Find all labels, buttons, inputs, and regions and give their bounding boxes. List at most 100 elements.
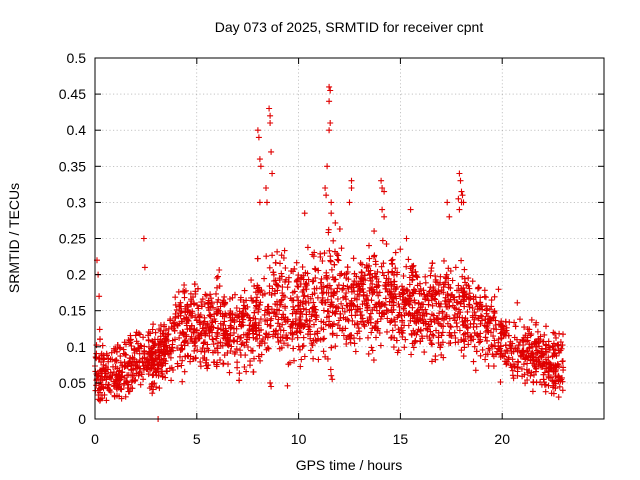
data-point — [206, 312, 213, 319]
data-point — [167, 317, 174, 324]
data-point — [415, 306, 422, 313]
data-point — [412, 338, 419, 345]
data-point — [320, 336, 327, 343]
data-point — [550, 368, 557, 375]
data-point — [461, 338, 468, 345]
data-point — [423, 325, 430, 332]
data-point — [555, 377, 562, 384]
data-point — [150, 344, 157, 351]
data-point — [556, 383, 563, 390]
data-point — [200, 320, 207, 327]
data-point — [272, 330, 279, 337]
data-point — [456, 327, 463, 334]
data-point — [450, 294, 457, 301]
data-point — [307, 335, 314, 342]
data-point — [245, 330, 252, 337]
data-point — [406, 292, 413, 299]
data-point — [333, 303, 340, 310]
data-point — [550, 350, 557, 356]
data-point — [307, 347, 314, 354]
data-point — [155, 354, 162, 360]
data-point — [256, 342, 263, 349]
data-point — [188, 322, 195, 329]
data-point — [539, 338, 546, 345]
data-point — [359, 301, 366, 308]
data-point — [552, 378, 558, 385]
data-point — [547, 344, 553, 351]
data-point — [117, 345, 124, 352]
data-point — [187, 358, 194, 365]
data-point — [509, 367, 516, 374]
data-point — [279, 284, 286, 290]
data-point — [214, 340, 221, 347]
data-point — [291, 265, 298, 272]
data-point — [373, 320, 379, 326]
data-point — [178, 318, 185, 325]
data-point — [326, 83, 333, 90]
x-axis-label: GPS time / hours — [296, 457, 403, 473]
data-point — [161, 351, 168, 358]
data-point — [289, 289, 296, 296]
data-point — [263, 331, 270, 338]
data-point — [379, 185, 386, 191]
data-point — [274, 282, 280, 289]
data-point — [177, 353, 183, 360]
data-point — [297, 346, 303, 353]
data-point — [559, 342, 566, 349]
data-point — [524, 377, 531, 383]
data-point — [334, 322, 341, 329]
data-point — [135, 344, 142, 351]
data-point — [289, 297, 296, 304]
data-point — [274, 334, 281, 341]
data-point — [387, 319, 394, 326]
data-point — [301, 210, 308, 217]
data-point — [274, 248, 281, 255]
data-point — [311, 309, 318, 316]
data-point — [311, 265, 318, 272]
data-point — [205, 347, 212, 354]
data-point — [199, 296, 206, 303]
data-point — [214, 329, 221, 336]
data-point — [485, 320, 492, 327]
data-point — [237, 352, 244, 358]
data-point — [537, 379, 544, 385]
data-point — [309, 278, 316, 285]
data-point — [217, 320, 224, 327]
data-point — [331, 320, 337, 327]
data-point — [140, 235, 147, 242]
data-point — [354, 291, 361, 298]
y-tick-label: 0.3 — [67, 194, 87, 210]
data-point — [96, 293, 103, 300]
data-point — [462, 279, 469, 286]
data-point — [241, 287, 248, 294]
y-tick-label: 0.1 — [67, 339, 87, 355]
data-point — [340, 282, 347, 289]
data-point — [324, 355, 331, 362]
data-point — [461, 298, 467, 305]
data-point — [191, 301, 198, 308]
data-point — [300, 334, 307, 341]
data-point — [178, 362, 185, 369]
data-point — [371, 304, 378, 311]
data-point — [111, 358, 118, 365]
data-point — [319, 290, 326, 297]
data-point — [545, 359, 552, 366]
data-point — [477, 352, 484, 359]
data-point — [217, 357, 223, 363]
data-point — [351, 288, 358, 295]
data-point — [276, 275, 283, 282]
data-point — [528, 331, 535, 337]
data-point — [458, 188, 465, 195]
data-point — [479, 313, 485, 320]
data-point — [310, 337, 317, 344]
data-point — [444, 303, 451, 310]
y-tick-label: 0.2 — [67, 267, 87, 283]
data-point — [524, 347, 531, 354]
data-point — [243, 297, 250, 304]
data-point — [327, 87, 334, 94]
data-point — [241, 364, 248, 370]
data-point — [180, 288, 187, 295]
data-point — [246, 326, 253, 333]
data-point — [213, 310, 220, 317]
data-point — [403, 297, 410, 304]
